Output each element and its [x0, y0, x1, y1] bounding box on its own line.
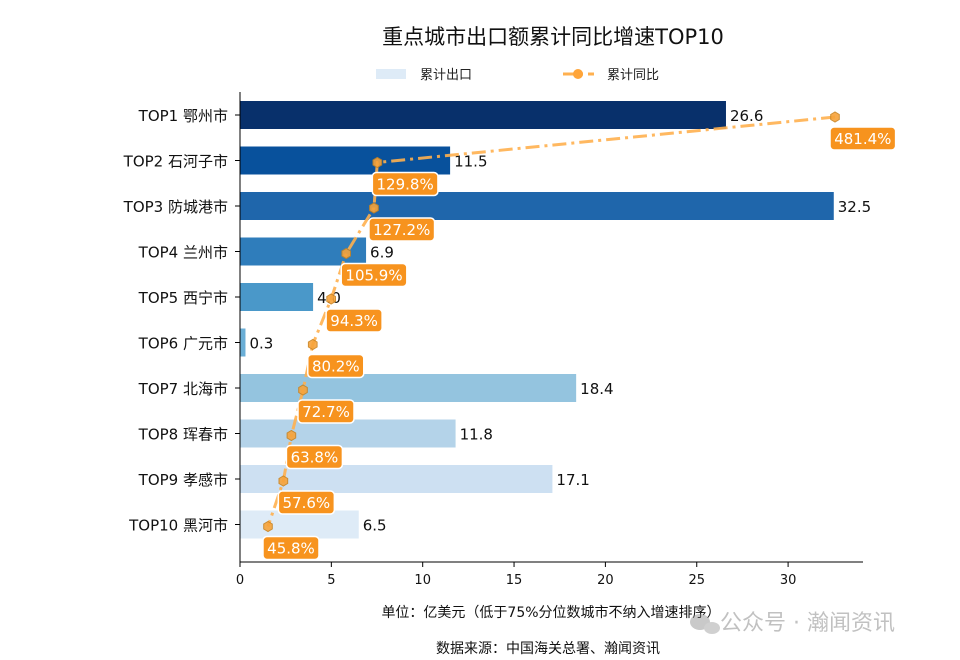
- line-value-badge: [325, 308, 383, 333]
- legend-line-marker: [573, 69, 583, 79]
- line-value-badge: [368, 217, 436, 242]
- line-marker: [372, 156, 383, 169]
- line-value-label: 57.6%: [283, 494, 331, 512]
- y-tick-label: TOP1 鄂州市: [138, 107, 228, 125]
- line-value-badge: [371, 171, 439, 197]
- line-marker: [341, 247, 351, 260]
- bar-value-label: 11.5: [454, 153, 487, 171]
- watermark: 公众号 · 瀚闻资讯: [690, 611, 895, 636]
- legend: 累计出口 累计同比: [376, 68, 659, 83]
- line-value-badge: [297, 399, 355, 424]
- line-value-badge: [829, 126, 897, 151]
- x-tick-label: 30: [780, 573, 797, 588]
- axes: TOP1 鄂州市 TOP2 石河子市 TOP3 防城港市 TOP4 兰州市 TOP5 西…: [123, 92, 863, 588]
- line-value-badge: [285, 444, 344, 470]
- line-marker: [830, 111, 840, 123]
- y-tick-label: TOP10 黑河市: [128, 517, 228, 535]
- line-value-label: 127.2%: [373, 221, 430, 239]
- line-value-label: 105.9%: [345, 267, 402, 285]
- line-marker: [307, 338, 318, 351]
- x-tick-label: 10: [414, 573, 431, 588]
- y-tick-label: TOP8 珲春市: [138, 426, 228, 444]
- bar-value-label: 0.3: [249, 335, 273, 353]
- line-marker: [298, 384, 308, 396]
- line-value-badge: [307, 353, 365, 379]
- bar: [240, 374, 577, 402]
- bar: [240, 146, 451, 175]
- legend-bar-swatch: [376, 69, 406, 79]
- bar-value-label: 26.6: [730, 107, 763, 125]
- line-marker: [286, 429, 297, 442]
- bar: [240, 283, 314, 311]
- y-tick-label: TOP6 广元市: [138, 335, 228, 353]
- line-path: [266, 115, 836, 527]
- y-tick-label: TOP5 西宁市: [138, 289, 228, 307]
- bar-value-label: 32.5: [838, 198, 871, 216]
- line-value-label: 481.4%: [834, 130, 891, 148]
- watermark-text: 公众号 · 瀚闻资讯: [720, 611, 895, 636]
- x-tick-label: 25: [688, 573, 705, 588]
- line-marker: [369, 202, 379, 214]
- line-marker: [326, 293, 336, 305]
- x-tick-label: 0: [236, 573, 244, 588]
- line-marker: [263, 520, 273, 533]
- y-tick-label: TOP3 防城港市: [123, 198, 228, 216]
- line-marker: [278, 475, 289, 487]
- line-value-label: 80.2%: [312, 358, 360, 376]
- line-value-badge: [277, 490, 336, 515]
- line-value-badge: [340, 262, 408, 288]
- bar: [240, 192, 834, 220]
- x-tick-label: 20: [597, 573, 614, 588]
- line-value-label: 129.8%: [377, 176, 434, 194]
- legend-bar-label: 累计出口: [420, 68, 472, 83]
- bar: [240, 328, 246, 357]
- chart-title: 重点城市出口额累计同比增速TOP10: [382, 25, 724, 49]
- legend-line-label: 累计同比: [607, 68, 659, 83]
- line-value-label: 94.3%: [330, 312, 378, 330]
- bar-value-label: 17.1: [556, 471, 589, 489]
- y-tick-label: TOP2 石河子市: [123, 153, 228, 171]
- x-tick-label: 5: [327, 573, 335, 588]
- bars: 26.611.532.56.94.00.318.411.817.16.5: [240, 101, 871, 539]
- bar-value-label: 6.5: [363, 517, 387, 535]
- line-value-badge: [262, 535, 320, 561]
- source-note: 数据来源：中国海关总署、瀚闻资讯: [436, 641, 660, 657]
- line-value-label: 63.8%: [291, 449, 339, 467]
- bar: [240, 465, 553, 493]
- bar-value-label: 6.9: [370, 244, 394, 262]
- bar: [240, 101, 726, 129]
- line-value-label: 72.7%: [302, 403, 350, 421]
- y-tick-label: TOP9 孝感市: [138, 471, 228, 489]
- bar: [240, 419, 456, 448]
- wechat-icon: [690, 614, 710, 630]
- bar: [240, 510, 359, 539]
- line-series: 481.4% 129.8% 127.2% 105.9% 94.3% 80.2% 72.7% 6…: [262, 111, 897, 561]
- x-tick-label: 15: [506, 573, 523, 588]
- x-axis-label: 单位：亿美元（低于75%分位数城市不纳入增速排序）: [381, 604, 720, 621]
- line-value-label: 45.8%: [267, 540, 315, 558]
- bar-value-label: 18.4: [580, 380, 613, 398]
- y-tick-label: TOP4 兰州市: [138, 244, 228, 262]
- y-tick-label: TOP7 北海市: [138, 380, 228, 398]
- bar-value-label: 11.8: [460, 426, 493, 444]
